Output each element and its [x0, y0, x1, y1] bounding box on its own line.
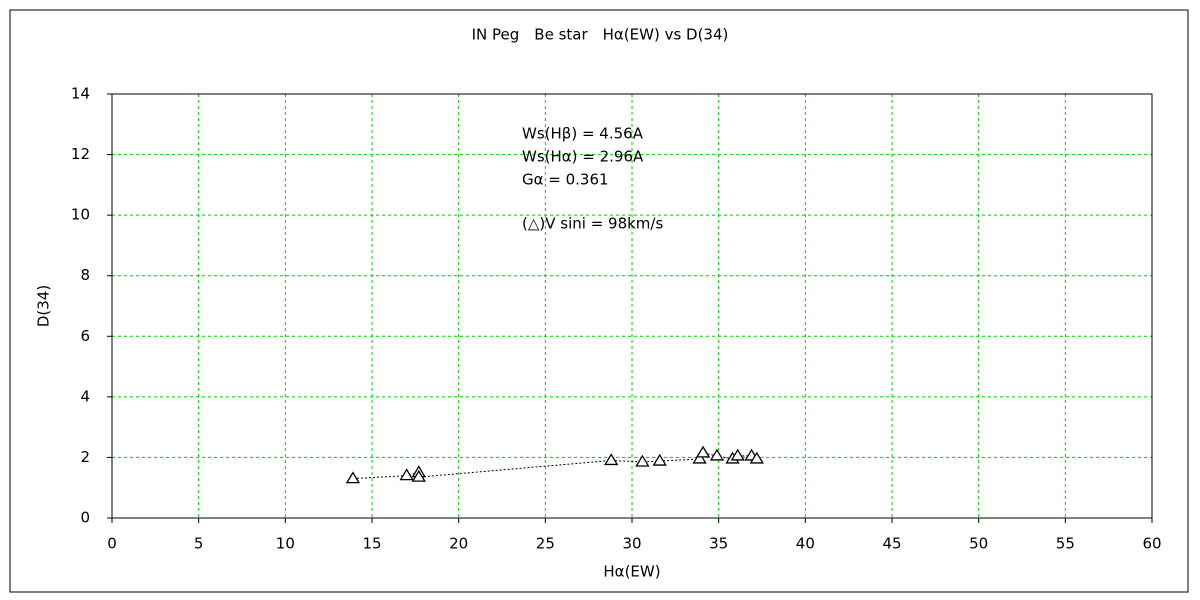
y-tick-label: 0 [80, 509, 90, 527]
x-tick-label: 30 [622, 535, 641, 553]
marker [399, 468, 414, 481]
marker [345, 471, 361, 484]
x-tick-label: 25 [536, 535, 555, 553]
x-tick-label: 60 [1142, 535, 1161, 553]
marker [652, 453, 667, 466]
x-tick-label: 0 [107, 535, 117, 553]
x-tick-label: 50 [969, 535, 988, 553]
marker [411, 469, 426, 482]
y-tick-label: 2 [80, 448, 90, 466]
marker [635, 454, 650, 467]
plot-area [111, 93, 1153, 519]
chart-title: IN Peg Be star Hα(EW) vs D(34) [472, 26, 729, 44]
marker [695, 445, 711, 458]
marker [730, 448, 745, 461]
y-tick-label: 12 [71, 145, 90, 163]
x-axis-label: Hα(EW) [603, 563, 660, 581]
marker [709, 448, 725, 461]
x-tick-label: 45 [882, 535, 901, 553]
y-tick-label: 6 [80, 327, 90, 345]
x-tick-label: 15 [362, 535, 381, 553]
x-tick-label: 35 [709, 535, 728, 553]
x-tick-label: 5 [194, 535, 204, 553]
x-tick-label: 40 [796, 535, 815, 553]
y-axis-label: D(34) [35, 285, 53, 327]
chart-frame [9, 9, 1189, 593]
annotation: Gα = 0.361 [522, 171, 609, 189]
y-tick-label: 10 [71, 206, 90, 224]
x-tick-label: 55 [1056, 535, 1075, 553]
marker [604, 453, 619, 466]
annotation: (△)V sini = 98km/s [522, 215, 663, 233]
x-tick-label: 20 [449, 535, 468, 553]
series-line [352, 452, 758, 480]
marker [749, 451, 764, 464]
x-tick-label: 10 [276, 535, 295, 553]
marker [692, 451, 707, 464]
y-tick-label: 8 [80, 266, 90, 284]
y-tick-label: 14 [71, 85, 90, 103]
y-tick-label: 4 [80, 387, 90, 405]
annotation: Ws(Hβ) = 4.56A [522, 125, 644, 143]
annotation: Ws(Hα) = 2.96A [522, 148, 644, 166]
